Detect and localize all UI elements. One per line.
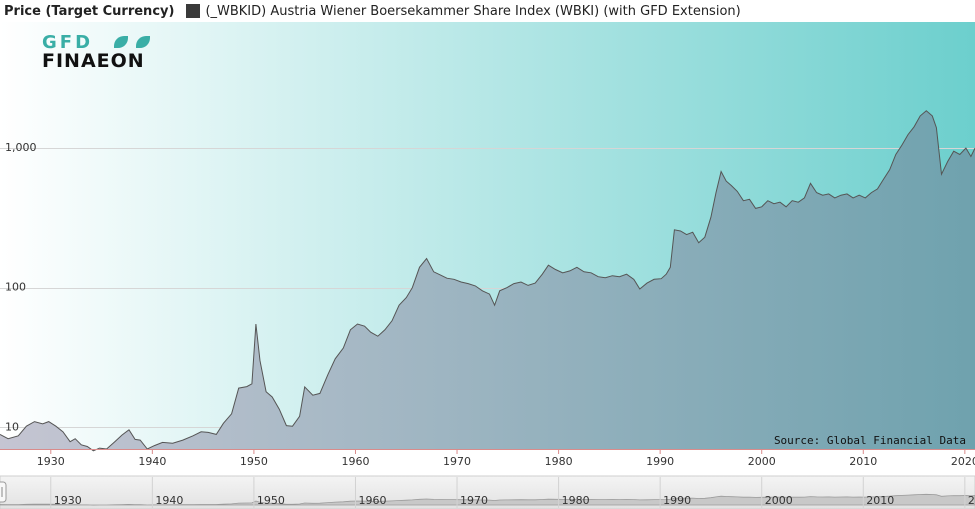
navigator-tick-label: 1930: [54, 494, 82, 507]
series-group: [0, 110, 975, 452]
x-tick-label: 1980: [545, 455, 573, 468]
legend: Price (Target Currency) (_WBKID) Austria…: [0, 0, 975, 22]
x-tick-label: 2020: [951, 455, 975, 468]
navigator-tick-label: 1940: [155, 494, 183, 507]
logo-line2: FINAEON: [42, 50, 145, 72]
x-tick-label: 1990: [646, 455, 674, 468]
navigator-tick-label: 1980: [562, 494, 590, 507]
gfd-finaeon-logo: GFD FINAEON: [42, 34, 182, 74]
y-tick-label: 1,000: [5, 141, 37, 154]
navigator-tick-label: 1990: [663, 494, 691, 507]
navigator-tick-label: 2010: [866, 494, 894, 507]
source-label: Source: Global Financial Data: [774, 434, 966, 447]
navigator-tick-label: 2020: [968, 494, 975, 507]
y-tick-label: 100: [5, 281, 26, 294]
series-line: [0, 110, 975, 452]
x-tick-label: 2000: [748, 455, 776, 468]
y-tick-label: 10: [5, 420, 19, 433]
series-area: [0, 110, 975, 451]
x-tick-label: 1950: [240, 455, 268, 468]
navigator-series: [0, 493, 975, 506]
navigator-handle-left[interactable]: [0, 481, 7, 503]
navigator-tick-label: 1950: [257, 494, 285, 507]
navigator-tick-label: 1970: [460, 494, 488, 507]
x-tick-label: 1960: [341, 455, 369, 468]
x-tick-label: 1970: [443, 455, 471, 468]
y-tick-labels: 10 100 1,000: [5, 141, 37, 433]
navigator-tick-label: 1960: [358, 494, 386, 507]
leaf-icon: [136, 36, 150, 48]
navigator-tick-label: 2000: [765, 494, 793, 507]
x-tick-label: 2010: [849, 455, 877, 468]
leaf-icon: [114, 36, 128, 48]
x-tick-labels: 1930 1940 1950 1960 1970 1980 1990 2000 2010 2020: [37, 449, 975, 468]
x-tick-label: 1940: [138, 455, 166, 468]
y-axis-label: Price (Target Currency): [4, 3, 175, 19]
logo-line1: GFD: [42, 32, 94, 53]
x-tick-label: 1930: [37, 455, 65, 468]
navigator-area: [0, 493, 975, 506]
legend-series-label[interactable]: (_WBKID) Austria Wiener Boersekammer Sha…: [205, 3, 741, 19]
legend-swatch[interactable]: [186, 4, 201, 18]
navigator-tick-labels: 1930 1940 1950 1960 1970 1980 1990 2000 2010 2020: [50, 477, 975, 508]
